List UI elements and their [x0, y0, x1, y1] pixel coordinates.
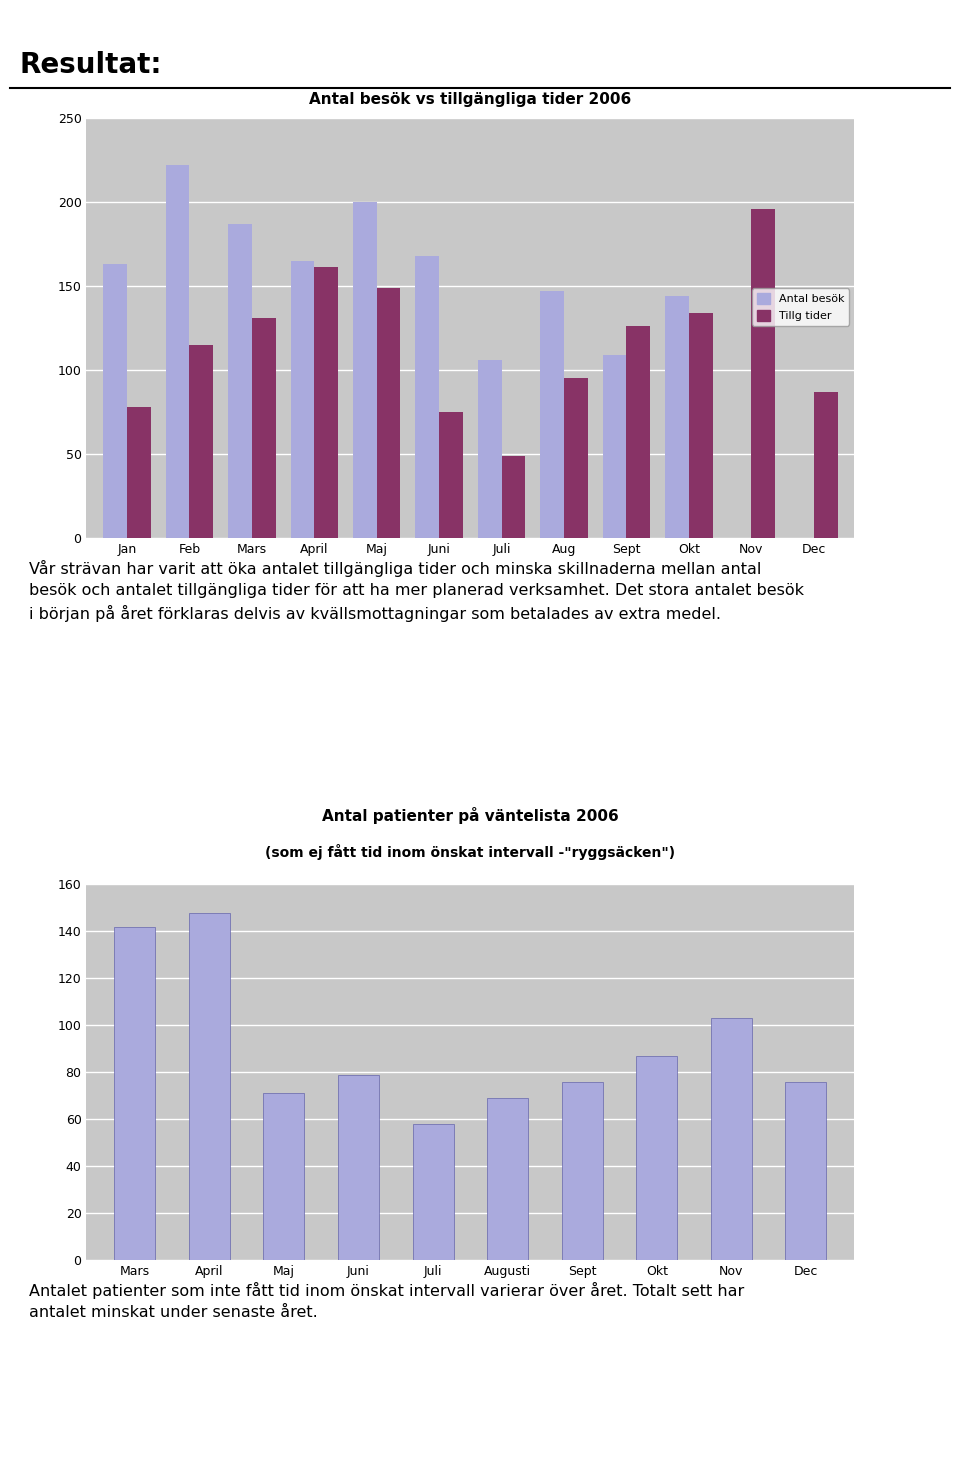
- Bar: [416, 255, 439, 538]
- Text: Resultat:: Resultat:: [19, 52, 161, 80]
- Bar: [104, 264, 127, 538]
- Bar: [540, 290, 564, 538]
- Bar: [127, 407, 151, 538]
- Bar: [338, 1075, 379, 1260]
- Bar: [564, 379, 588, 538]
- Bar: [413, 1125, 454, 1260]
- Bar: [439, 411, 463, 538]
- Bar: [487, 1098, 528, 1260]
- Text: Antalet patienter som inte fått tid inom önskat intervall varierar över året. To: Antalet patienter som inte fått tid inom…: [29, 1282, 744, 1321]
- Bar: [353, 202, 376, 538]
- Bar: [710, 1019, 752, 1260]
- Bar: [752, 209, 775, 538]
- Title: Antal besök vs tillgängliga tider 2006: Antal besök vs tillgängliga tider 2006: [309, 91, 632, 108]
- Bar: [814, 392, 837, 538]
- Bar: [376, 287, 400, 538]
- Bar: [114, 927, 156, 1260]
- Bar: [228, 224, 252, 538]
- Bar: [263, 1094, 304, 1260]
- Text: Antal patienter på väntelista 2006: Antal patienter på väntelista 2006: [322, 806, 619, 824]
- Bar: [478, 360, 502, 538]
- Bar: [166, 165, 189, 538]
- Bar: [665, 296, 689, 538]
- Bar: [314, 267, 338, 538]
- Bar: [189, 345, 213, 538]
- Text: (som ej fått tid inom önskat intervall -"ryggsäcken"): (som ej fått tid inom önskat intervall -…: [265, 843, 676, 859]
- Bar: [636, 1055, 678, 1260]
- Bar: [252, 318, 276, 538]
- Bar: [502, 455, 525, 538]
- Bar: [562, 1082, 603, 1260]
- Bar: [189, 912, 230, 1260]
- Text: Vår strävan har varit att öka antalet tillgängliga tider och minska skillnaderna: Vår strävan har varit att öka antalet ti…: [29, 560, 804, 622]
- Bar: [603, 355, 627, 538]
- Bar: [291, 261, 314, 538]
- Legend: Antal besök, Tillg tider: Antal besök, Tillg tider: [753, 289, 849, 326]
- Bar: [689, 312, 712, 538]
- Bar: [785, 1082, 827, 1260]
- Bar: [627, 326, 650, 538]
